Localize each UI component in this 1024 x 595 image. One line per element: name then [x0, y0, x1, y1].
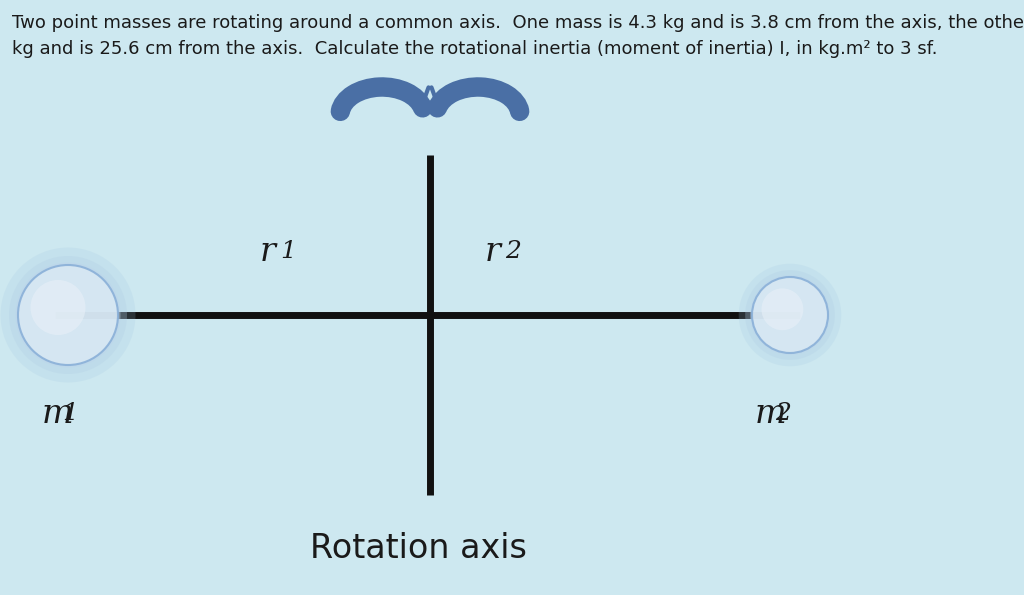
- Circle shape: [752, 277, 828, 353]
- Text: kg and is 25.6 cm from the axis.  Calculate the rotational inertia (moment of in: kg and is 25.6 cm from the axis. Calcula…: [12, 40, 938, 58]
- Text: 1: 1: [280, 240, 296, 263]
- Circle shape: [18, 265, 118, 365]
- Text: 2: 2: [775, 402, 791, 425]
- Circle shape: [15, 262, 121, 368]
- Text: Rotation axis: Rotation axis: [310, 532, 527, 565]
- Circle shape: [9, 256, 127, 374]
- Text: r: r: [260, 236, 276, 268]
- Circle shape: [31, 280, 85, 335]
- Circle shape: [738, 264, 842, 367]
- Circle shape: [0, 248, 135, 383]
- Text: m: m: [42, 398, 74, 430]
- Text: 2: 2: [505, 240, 521, 263]
- Text: 1: 1: [62, 402, 78, 425]
- Circle shape: [762, 289, 803, 330]
- Text: Two point masses are rotating around a common axis.  One mass is 4.3 kg and is 3: Two point masses are rotating around a c…: [12, 14, 1024, 32]
- Circle shape: [751, 275, 829, 355]
- Text: r: r: [485, 236, 501, 268]
- Text: m: m: [755, 398, 786, 430]
- Circle shape: [745, 270, 835, 360]
